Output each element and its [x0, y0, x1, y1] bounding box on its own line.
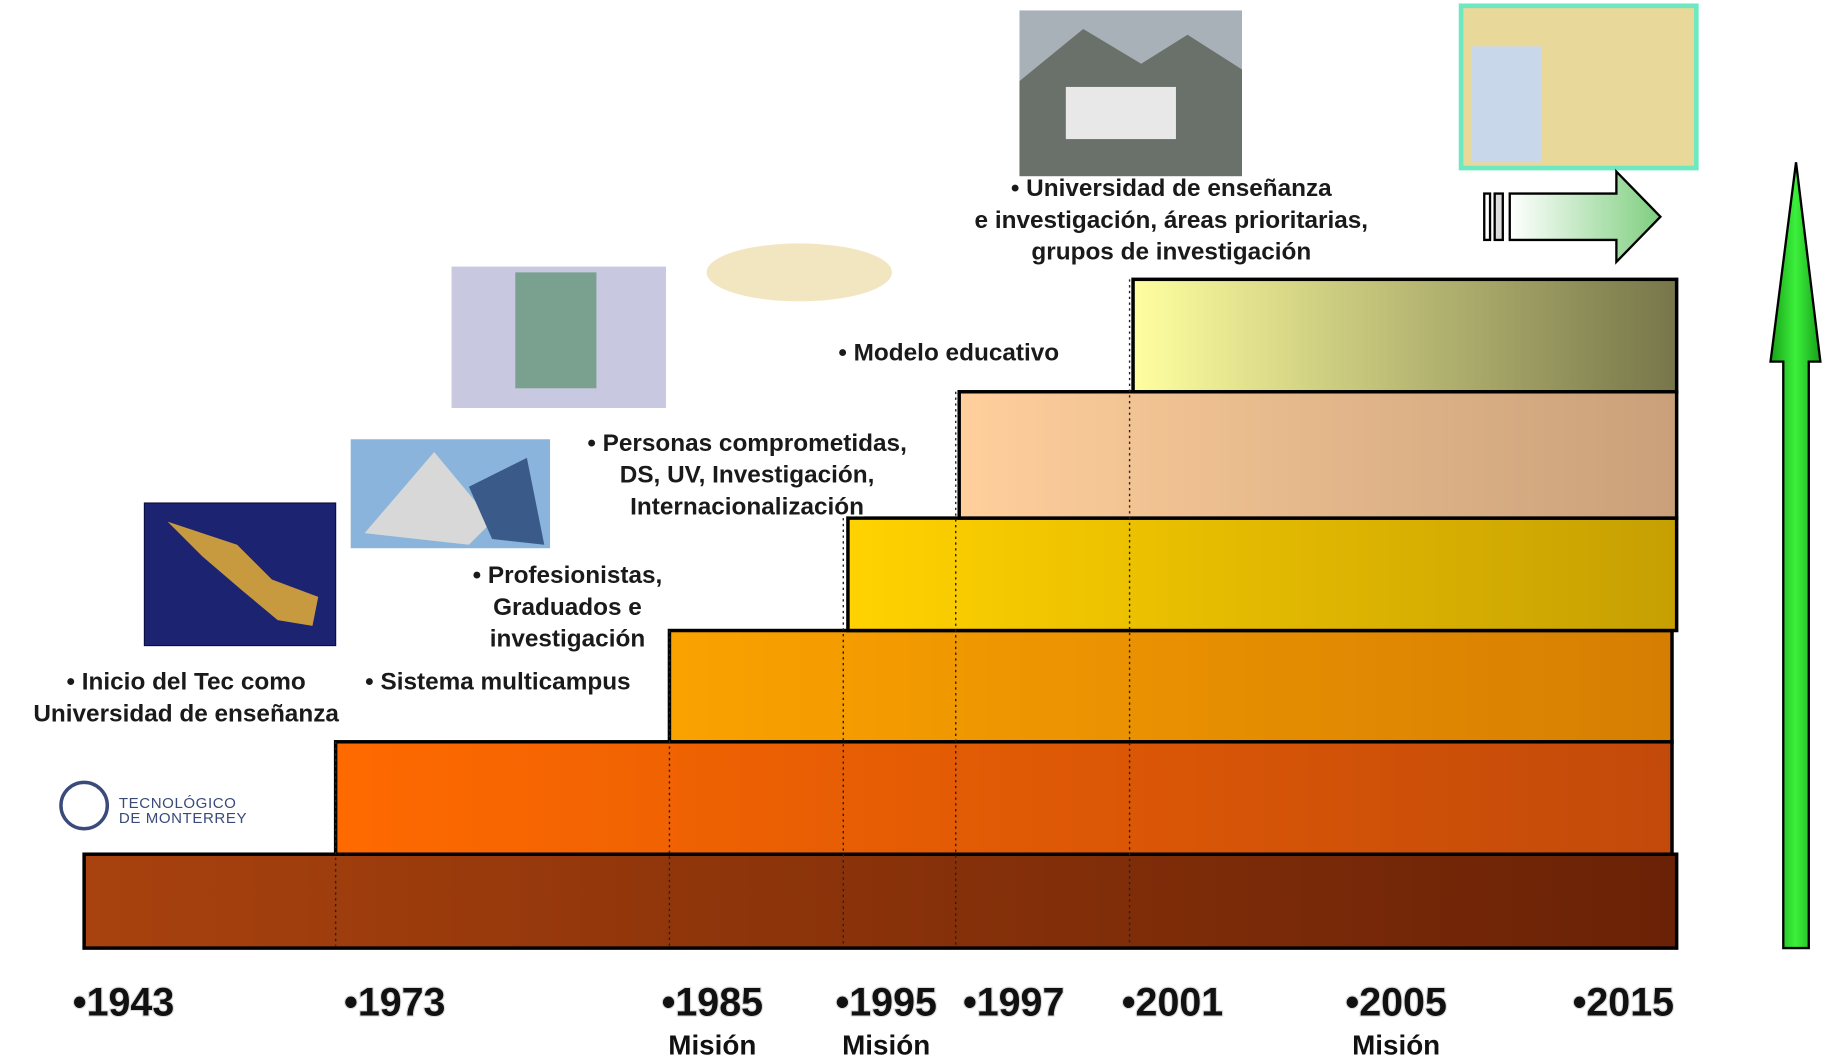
- step-label: Graduados e: [493, 594, 642, 621]
- campus-shape: [1066, 87, 1176, 139]
- year-label: •1943: [73, 980, 174, 1024]
- year-label: •1995: [835, 980, 936, 1024]
- page: {"steps": [ {"label": ["• Inicio del Tec…: [0, 0, 1828, 1064]
- step-label: e investigación, áreas prioritarias,: [975, 207, 1368, 234]
- step-label: investigación: [490, 626, 645, 653]
- step-bar: [848, 518, 1677, 630]
- step-bar: [959, 392, 1676, 518]
- step-label: Internacionalización: [630, 494, 864, 521]
- year-label: •2001: [1122, 980, 1223, 1024]
- year-label: •1997: [963, 980, 1064, 1024]
- year-label: •2005: [1345, 980, 1446, 1024]
- step-bar: [84, 854, 1677, 948]
- step-bar: [669, 631, 1672, 742]
- step-label: • Universidad de enseñanza: [1011, 175, 1332, 202]
- step-bar: [1133, 279, 1677, 391]
- growth-arrow: [1771, 162, 1821, 948]
- step-label: Universidad de enseñanza: [33, 701, 339, 728]
- step-label: • Profesionistas,: [473, 562, 663, 589]
- step-label: • Personas comprometidas,: [587, 430, 907, 457]
- step-label: • Inicio del Tec como: [67, 669, 306, 696]
- step-label: • Modelo educativo: [838, 339, 1059, 366]
- step-label: • Sistema multicampus: [365, 669, 630, 696]
- year-label: •1985: [662, 980, 763, 1024]
- logo-emblem: [61, 782, 107, 828]
- lab-shape: [1471, 46, 1541, 162]
- people-shape: [707, 243, 892, 301]
- diagram: TECNOLÓGICO DE MONTERREY • Inicio del Te…: [0, 0, 1828, 1064]
- years: •1943 •1973 •1985 Misión •1995 Misión •1997 •20…: [73, 980, 1674, 1060]
- logo: TECNOLÓGICO DE MONTERREY: [61, 782, 247, 828]
- forward-arrow: [1484, 172, 1660, 262]
- step-bar: [336, 742, 1672, 854]
- step-label: grupos de investigación: [1031, 239, 1311, 266]
- mission-label: Misión: [668, 1030, 756, 1061]
- tower-shape: [515, 272, 596, 388]
- step-label: DS, UV, Investigación,: [620, 462, 875, 489]
- year-label: •1973: [344, 980, 445, 1024]
- mission-label: Misión: [842, 1030, 930, 1061]
- mission-label: Misión: [1352, 1030, 1440, 1061]
- year-label: •2015: [1573, 980, 1674, 1024]
- logo-text: DE MONTERREY: [119, 810, 247, 827]
